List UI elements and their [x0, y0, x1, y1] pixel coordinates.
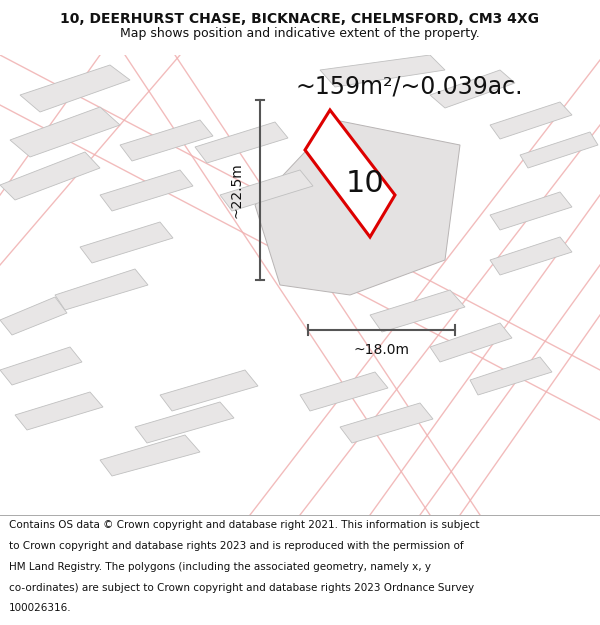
- Polygon shape: [55, 269, 148, 310]
- Polygon shape: [340, 403, 433, 443]
- Polygon shape: [10, 107, 120, 157]
- Polygon shape: [305, 110, 395, 237]
- Polygon shape: [370, 290, 465, 332]
- Polygon shape: [80, 222, 173, 263]
- Polygon shape: [15, 392, 103, 430]
- Polygon shape: [300, 372, 388, 411]
- Polygon shape: [0, 297, 67, 335]
- Polygon shape: [160, 370, 258, 411]
- Polygon shape: [430, 70, 515, 108]
- Text: co-ordinates) are subject to Crown copyright and database rights 2023 Ordnance S: co-ordinates) are subject to Crown copyr…: [9, 582, 474, 592]
- Text: ~159m²/~0.039ac.: ~159m²/~0.039ac.: [295, 75, 523, 99]
- Text: to Crown copyright and database rights 2023 and is reproduced with the permissio: to Crown copyright and database rights 2…: [9, 541, 464, 551]
- Polygon shape: [20, 65, 130, 112]
- Polygon shape: [120, 120, 213, 161]
- Polygon shape: [135, 402, 234, 443]
- Polygon shape: [490, 192, 572, 230]
- Polygon shape: [0, 347, 82, 385]
- Text: Contains OS data © Crown copyright and database right 2021. This information is : Contains OS data © Crown copyright and d…: [9, 521, 479, 531]
- Text: 10: 10: [346, 169, 385, 198]
- Text: HM Land Registry. The polygons (including the associated geometry, namely x, y: HM Land Registry. The polygons (includin…: [9, 562, 431, 572]
- Polygon shape: [0, 152, 100, 200]
- Polygon shape: [520, 132, 598, 168]
- Polygon shape: [470, 357, 552, 395]
- Polygon shape: [490, 102, 572, 139]
- Text: Map shows position and indicative extent of the property.: Map shows position and indicative extent…: [120, 27, 480, 39]
- Polygon shape: [100, 435, 200, 476]
- Polygon shape: [430, 323, 512, 362]
- Text: ~22.5m: ~22.5m: [229, 162, 243, 218]
- Polygon shape: [490, 237, 572, 275]
- Polygon shape: [220, 170, 313, 211]
- Text: ~18.0m: ~18.0m: [353, 343, 409, 357]
- Polygon shape: [320, 55, 445, 87]
- Polygon shape: [100, 170, 193, 211]
- Polygon shape: [195, 122, 288, 163]
- Text: 100026316.: 100026316.: [9, 603, 71, 613]
- Polygon shape: [255, 120, 460, 295]
- Text: 10, DEERHURST CHASE, BICKNACRE, CHELMSFORD, CM3 4XG: 10, DEERHURST CHASE, BICKNACRE, CHELMSFO…: [61, 12, 539, 26]
